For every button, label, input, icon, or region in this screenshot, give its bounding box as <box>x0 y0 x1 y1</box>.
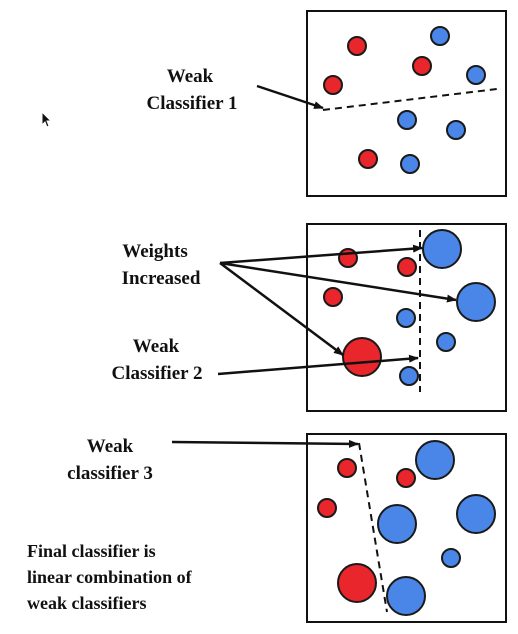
arrow-weights-3 <box>219 261 344 357</box>
arrow-weak-1 <box>256 84 324 110</box>
blue-point-weighted <box>422 229 462 269</box>
red-point <box>337 458 357 478</box>
blue-point-weighted <box>456 282 496 322</box>
blue-point <box>430 26 450 46</box>
blue-point <box>396 308 416 328</box>
blue-point <box>399 366 419 386</box>
arrow-weights-2 <box>219 261 457 303</box>
weak-classifier-1-label-line2: Classifier 1 <box>147 93 238 114</box>
arrow-weak-2 <box>217 354 419 376</box>
red-point <box>347 36 367 56</box>
final-classifier-text-line2: linear combination of <box>27 567 193 587</box>
blue-point-weighted <box>456 494 496 534</box>
arrow-weights-1 <box>219 244 423 265</box>
red-point <box>412 56 432 76</box>
final-classifier-text-line1: Final classifier is <box>27 541 156 561</box>
red-point <box>338 248 358 268</box>
panel-1 <box>306 10 507 197</box>
blue-point <box>441 548 461 568</box>
arrows <box>171 84 457 448</box>
blue-point-weighted <box>386 576 426 616</box>
blue-point <box>436 332 456 352</box>
blue-point <box>446 120 466 140</box>
red-point <box>317 498 337 518</box>
blue-point <box>400 154 420 174</box>
panel-3 <box>306 433 507 623</box>
weights-increased-label-line1: Weights <box>122 241 187 262</box>
weak-classifier-3-label-line2: classifier 3 <box>67 463 153 484</box>
red-point-weighted <box>342 337 382 377</box>
arrow-weak-3 <box>171 439 359 448</box>
blue-point-weighted <box>377 504 417 544</box>
red-point <box>323 75 343 95</box>
blue-point <box>466 65 486 85</box>
red-point <box>397 257 417 277</box>
red-point <box>323 287 343 307</box>
panel-2 <box>306 223 507 412</box>
blue-point-weighted <box>415 440 455 480</box>
panel-2-frame <box>306 223 507 412</box>
weak-classifier-3-boundary <box>358 442 388 613</box>
final-classifier-text-line3: weak classifiers <box>27 593 146 613</box>
red-point-weighted <box>337 563 377 603</box>
red-point <box>358 149 378 169</box>
weights-increased-label-line2: Increased <box>122 268 201 289</box>
weak-classifier-3-label-line1: Weak <box>87 436 134 457</box>
mouse-pointer-icon <box>41 111 53 128</box>
red-point <box>396 468 416 488</box>
panel-3-frame <box>306 433 507 623</box>
blue-point <box>397 110 417 130</box>
weak-classifier-2-label-line2: Classifier 2 <box>112 363 203 384</box>
labels: Weak Classifier 1 Weights Increased Weak… <box>27 66 237 613</box>
weak-classifier-1-boundary <box>322 88 498 111</box>
weak-classifier-1-label-line1: Weak <box>167 66 214 87</box>
weak-classifier-2-label-line1: Weak <box>133 336 180 357</box>
